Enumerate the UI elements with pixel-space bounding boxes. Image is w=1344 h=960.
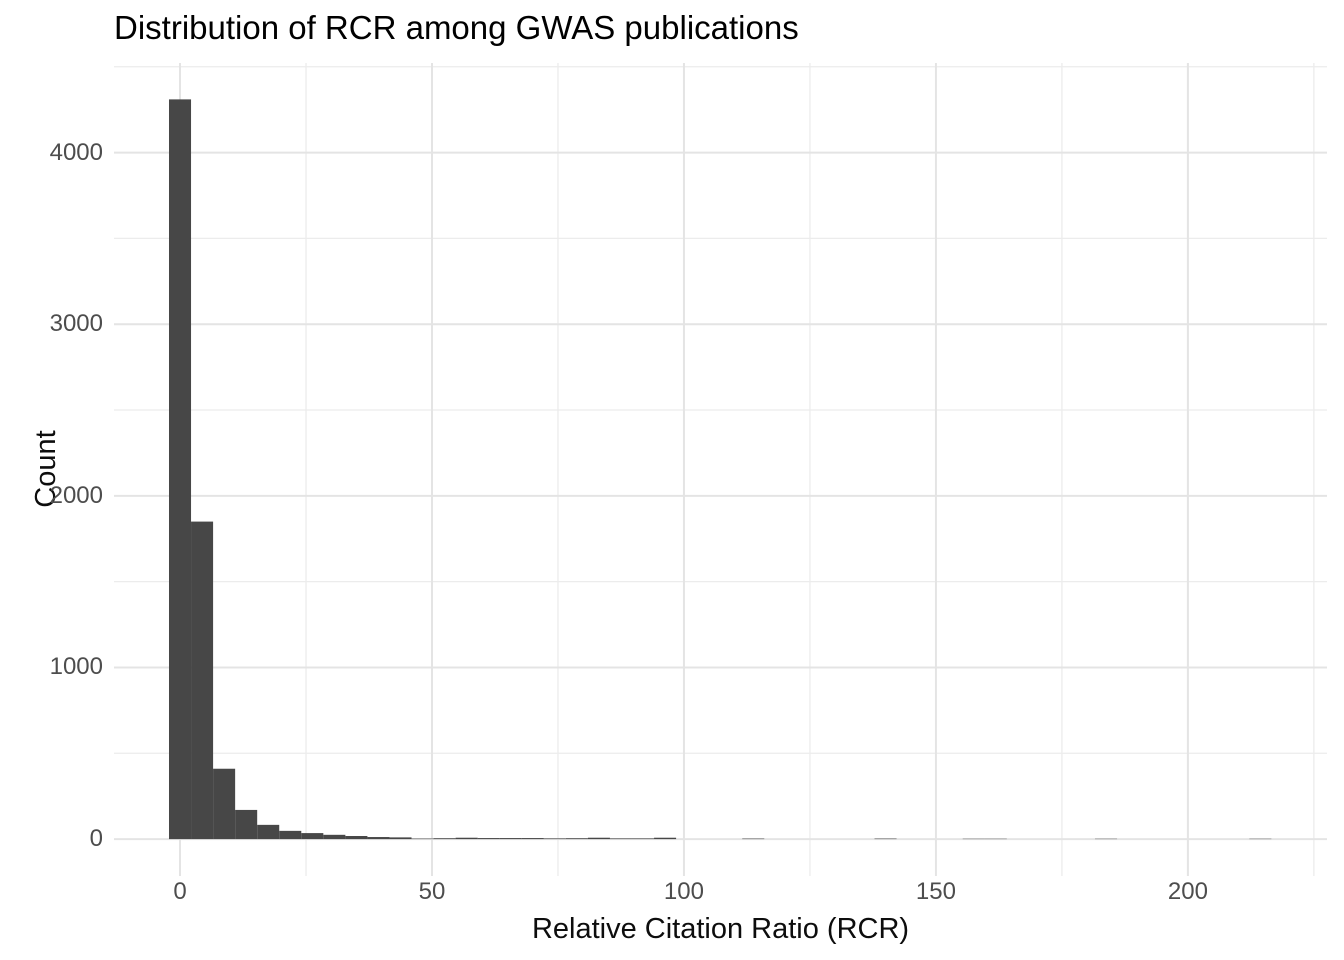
x-axis-title: Relative Citation Ratio (RCR) bbox=[531, 913, 910, 945]
histogram-bar bbox=[389, 837, 412, 840]
histogram-bar bbox=[168, 99, 192, 840]
histogram-bar bbox=[257, 824, 280, 840]
histogram-bar bbox=[565, 838, 588, 840]
chart-title: Distribution of RCR among GWAS publicati… bbox=[114, 9, 799, 46]
y-tick-label: 4000 bbox=[49, 138, 103, 166]
y-tick-label: 0 bbox=[89, 825, 103, 853]
gridlines-major bbox=[114, 63, 1327, 876]
histogram-bar bbox=[191, 521, 214, 840]
y-tick-label: 3000 bbox=[49, 310, 103, 338]
histogram-bar bbox=[235, 809, 258, 840]
y-tick-label: 1000 bbox=[49, 653, 103, 681]
histogram-bar bbox=[499, 838, 522, 840]
x-tick-label: 50 bbox=[418, 878, 446, 905]
gridlines-minor bbox=[114, 63, 1327, 876]
histogram-bars bbox=[168, 99, 1272, 840]
histogram-bar bbox=[874, 838, 897, 840]
histogram-bar bbox=[455, 837, 478, 840]
histogram-bar bbox=[742, 838, 765, 840]
histogram-bar bbox=[587, 837, 610, 840]
histogram-bar bbox=[609, 838, 632, 840]
x-tick-label: 100 bbox=[663, 878, 704, 905]
x-tick-label: 200 bbox=[1167, 878, 1208, 905]
y-tick-label: 2000 bbox=[49, 481, 103, 509]
histogram-bar bbox=[521, 838, 544, 840]
histogram-bar bbox=[411, 838, 434, 840]
histogram-bar bbox=[323, 834, 346, 840]
histogram-bar bbox=[367, 837, 390, 840]
histogram-bar bbox=[301, 833, 324, 840]
histogram-bar bbox=[345, 836, 368, 840]
x-tick-label: 150 bbox=[915, 878, 956, 905]
histogram-bar bbox=[654, 837, 677, 840]
histogram-bar bbox=[477, 838, 500, 840]
histogram-bar bbox=[213, 768, 236, 840]
histogram-bar bbox=[543, 838, 566, 840]
histogram-bar bbox=[279, 830, 302, 840]
histogram-bar bbox=[631, 838, 655, 840]
x-tick-label: 0 bbox=[173, 878, 187, 905]
histogram-bar bbox=[433, 838, 456, 840]
